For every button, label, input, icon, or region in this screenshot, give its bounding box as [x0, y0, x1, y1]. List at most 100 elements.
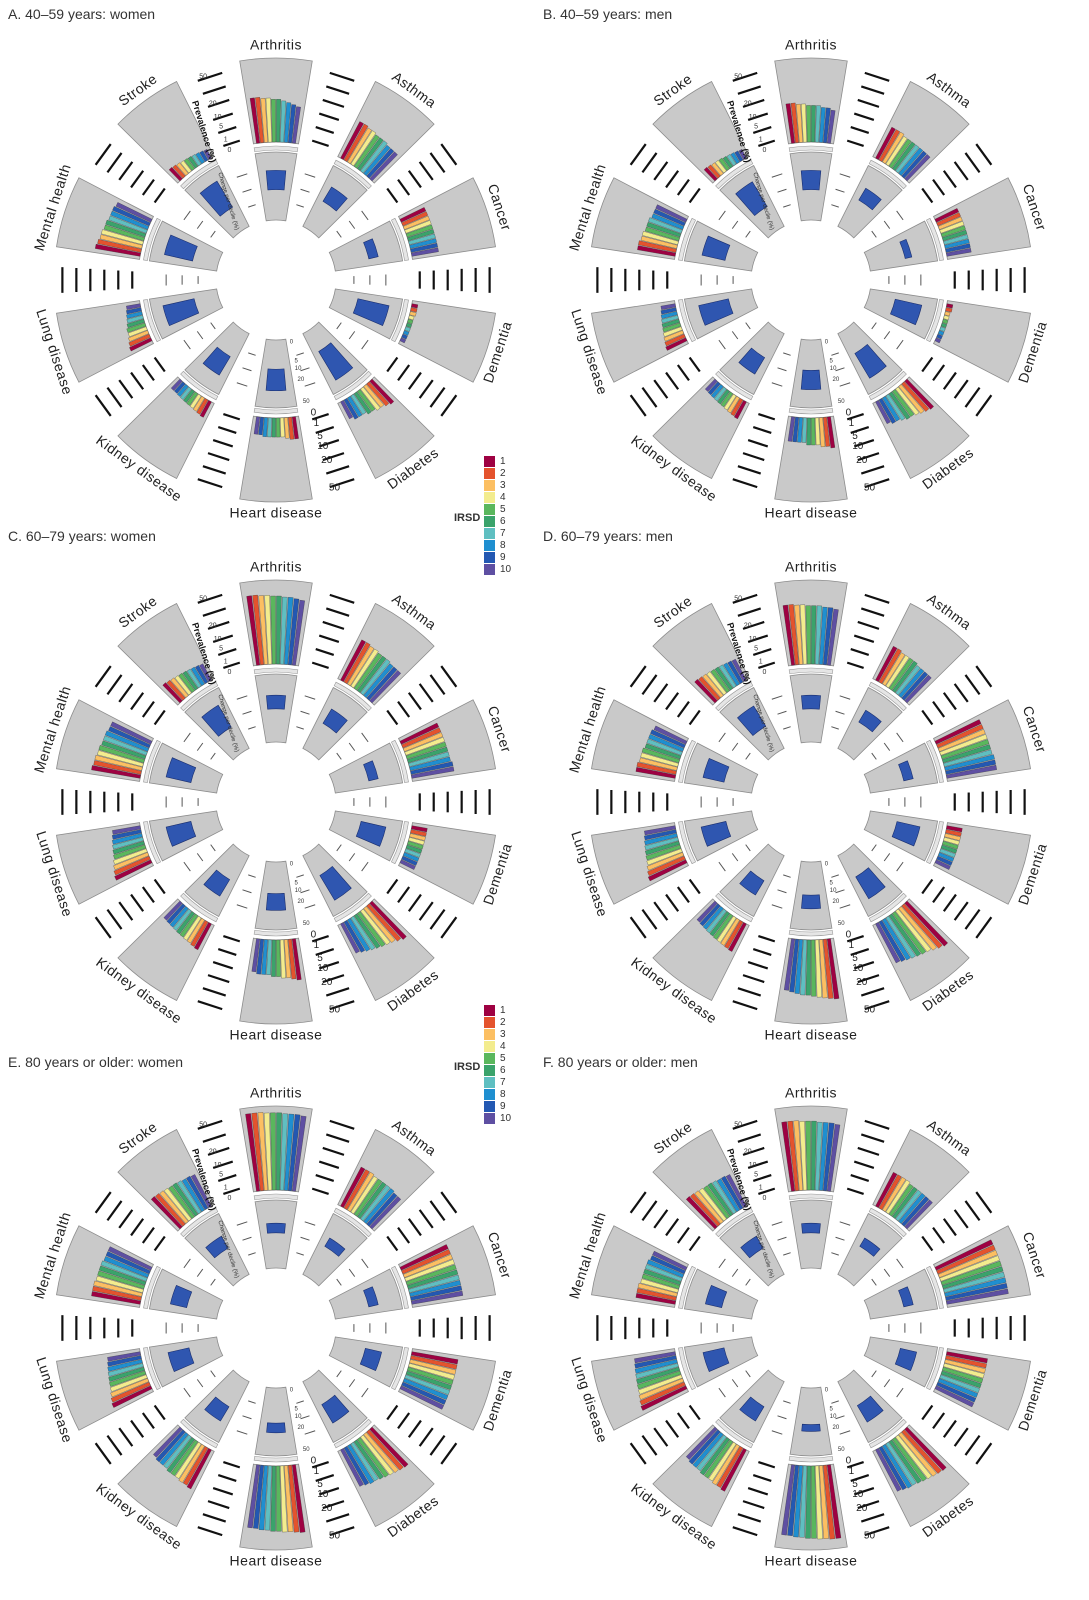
legend-title: IRSD [454, 512, 481, 524]
prevalence-bar [934, 1239, 994, 1271]
prevalence-bar [262, 417, 268, 437]
prevalence-bar [402, 330, 410, 336]
gap-tick [864, 1119, 890, 1130]
prevalence-tick-label: 0 [846, 929, 852, 940]
legend-title: IRSD [454, 1061, 481, 1073]
gap-tick [964, 386, 981, 408]
gap-tick [153, 356, 166, 373]
prevalence-bar [939, 326, 946, 332]
legend-label: 6 [500, 516, 506, 527]
prevalence-bar [276, 939, 281, 977]
prevalence-bar [945, 243, 971, 253]
segment-lung-disease: Lung disease [568, 288, 759, 397]
prevalence-bar [781, 1464, 795, 1536]
gap-tick [336, 230, 342, 238]
gap-tick [871, 230, 877, 238]
prevalence-bar [704, 378, 718, 392]
change-tick-label: 10 [295, 366, 302, 372]
prevalence-bar [173, 908, 192, 931]
gap-tick [665, 170, 680, 189]
prevalence-bar [945, 759, 996, 775]
separator-ring [391, 1265, 409, 1309]
prevalence-bar [634, 1359, 678, 1374]
prevalence-bar [113, 855, 151, 876]
prevalence-bar [662, 322, 682, 333]
legend-swatch [484, 504, 495, 515]
prevalence-bar [653, 725, 688, 745]
gap-tick [783, 726, 791, 730]
gap-tick [752, 1174, 772, 1182]
separator-ring [926, 1347, 944, 1391]
gap-tick [197, 1119, 223, 1130]
prevalence-bar [163, 1187, 192, 1222]
gap-tick [141, 886, 155, 904]
prevalence-bar [411, 1290, 464, 1305]
change-bar [700, 821, 732, 847]
legend-label: 5 [500, 1053, 506, 1064]
gap-tick [688, 356, 701, 373]
gap-ticks [596, 267, 734, 293]
legend-entry: 6 [484, 516, 506, 527]
prevalence-bar [404, 220, 432, 234]
gap-tick [742, 1146, 765, 1156]
prevalence-bar [184, 158, 195, 171]
prevalence-bar [811, 417, 816, 446]
prevalence-bar [292, 1115, 307, 1192]
prevalence-bar [182, 1446, 209, 1486]
prevalence-bar [819, 606, 828, 665]
prevalence-bar [827, 416, 836, 449]
prevalence-bar [944, 833, 961, 841]
gap-tick [207, 620, 230, 630]
gap-ticks [296, 71, 355, 208]
prevalence-bar [257, 1112, 268, 1191]
gap-tick [296, 204, 304, 208]
category-label: Heart disease [230, 1027, 323, 1043]
prevalence-bar [639, 1381, 686, 1406]
gap-tick [783, 1252, 791, 1256]
change-bar [702, 1347, 730, 1372]
prevalence-bar [107, 1359, 143, 1372]
gap-tick [777, 367, 787, 372]
prevalence-bar [665, 337, 688, 351]
prevalence-tick-label: 1 [849, 940, 855, 951]
change-bar [359, 1348, 382, 1371]
gap-tick [207, 1500, 230, 1510]
prevalence-bar [728, 922, 747, 952]
category-label: Heart disease [765, 1553, 858, 1569]
change-bar [318, 342, 354, 381]
prevalence-bar [653, 208, 686, 227]
gap-tick [850, 948, 870, 956]
prevalence-tick-label: 10 [214, 636, 222, 643]
segment-heart-disease: Heart disease [765, 1386, 858, 1569]
change-tick-label: 20 [297, 1425, 304, 1431]
change-tick-label: 50 [303, 1447, 310, 1453]
prevalence-bar [108, 1366, 145, 1382]
prevalence-bar [797, 417, 803, 443]
prevalence-bar [95, 243, 141, 257]
gap-tick [106, 152, 123, 174]
prevalence-bar [343, 1446, 370, 1486]
gap-tick [857, 98, 880, 108]
gap-tick [932, 1412, 946, 1430]
prevalence-bar [805, 1120, 811, 1191]
prevalence-bar [340, 400, 353, 420]
prevalence-bar [103, 1256, 150, 1278]
prevalence-bar [643, 1268, 682, 1286]
gap-tick [752, 426, 772, 434]
prevalence-bar [199, 150, 209, 162]
prevalence-bar [178, 1444, 205, 1483]
prevalence-bar [153, 1426, 183, 1458]
prevalence-bar [203, 149, 212, 160]
prevalence-bar [163, 1434, 192, 1469]
gap-tick [440, 1442, 458, 1465]
gap-tick [236, 1430, 248, 1435]
separator-ring [678, 739, 696, 783]
prevalence-bar [934, 719, 982, 745]
prevalence-bar [343, 398, 359, 420]
gap-ticks [336, 322, 458, 417]
gap-tick [839, 382, 851, 387]
prevalence-bar [901, 150, 927, 179]
prevalence-bar [644, 825, 676, 836]
change-tick-label: 5 [829, 358, 833, 364]
prevalence-bar [885, 915, 916, 959]
